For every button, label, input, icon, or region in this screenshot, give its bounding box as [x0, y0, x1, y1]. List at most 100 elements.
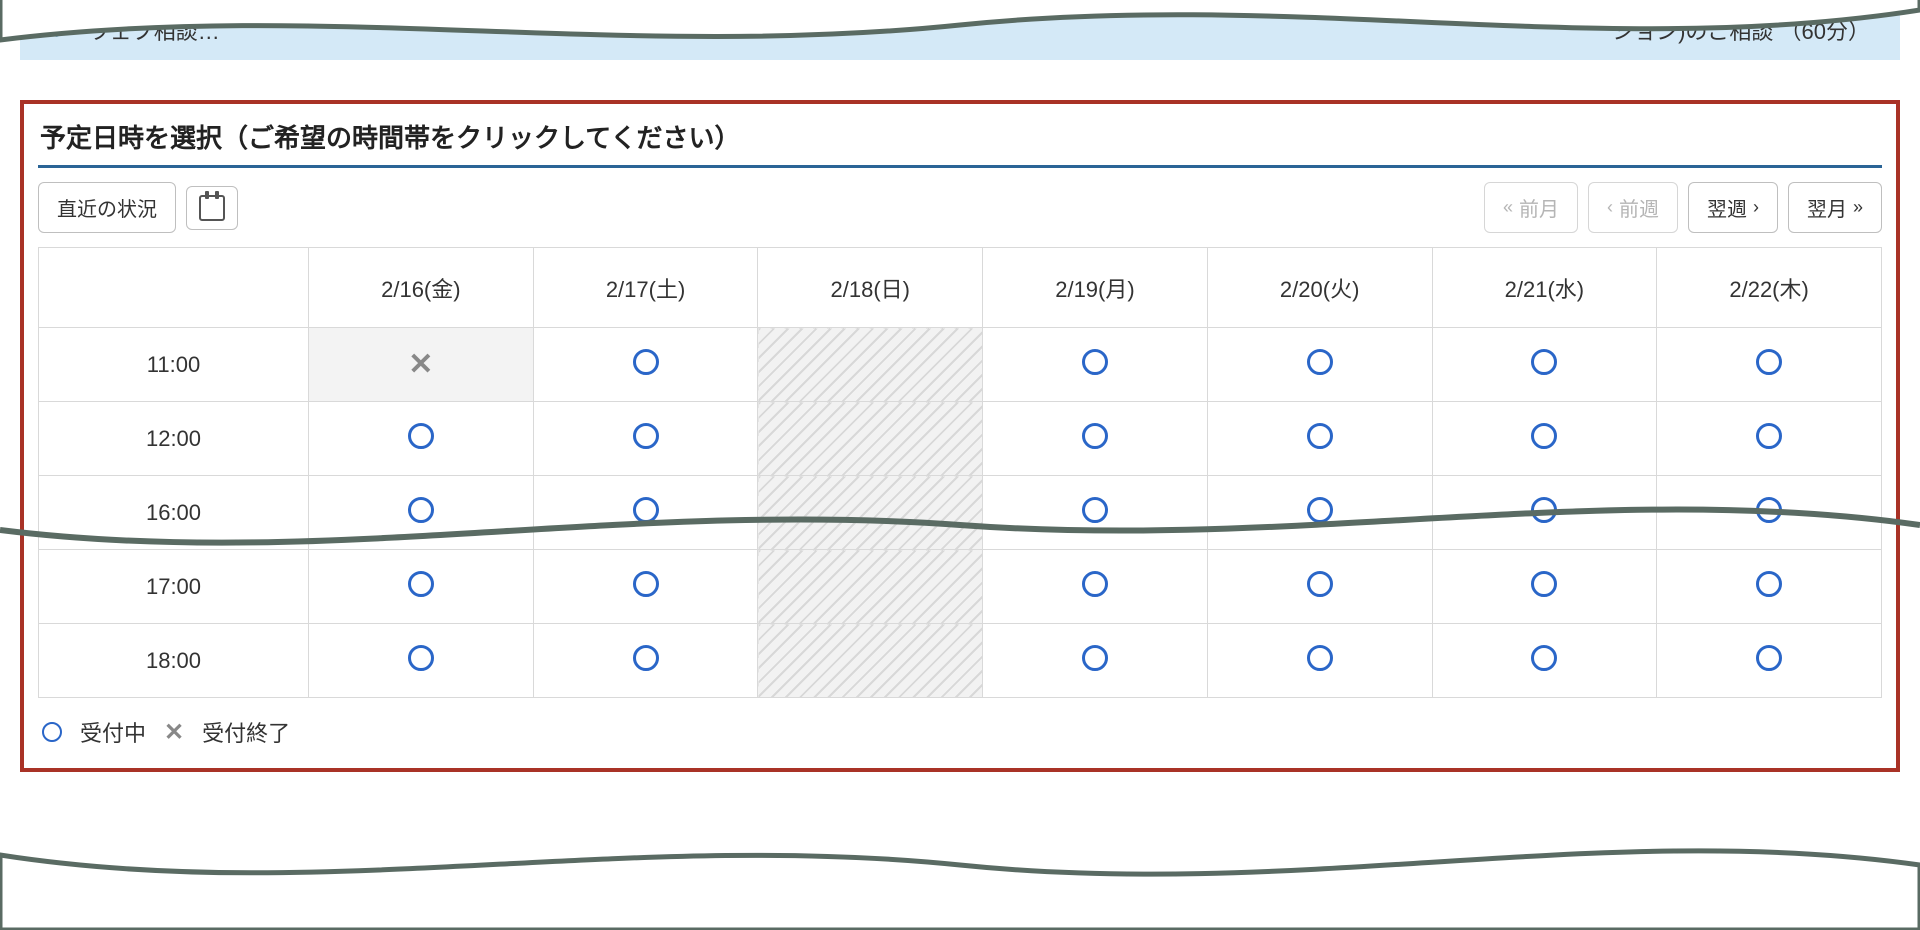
available-icon [1756, 497, 1782, 523]
schedule-panel: 予定日時を選択（ご希望の時間帯をクリックしてください） 直近の状況 « 前月 ‹… [20, 100, 1900, 772]
slot-available[interactable] [1207, 624, 1432, 698]
table-row: 17:00 [39, 550, 1882, 624]
legend-open-label: 受付中 [80, 716, 146, 748]
available-icon [1082, 497, 1108, 523]
slot-available[interactable] [1432, 402, 1657, 476]
slot-available[interactable] [1207, 550, 1432, 624]
table-row: 16:00 [39, 476, 1882, 550]
recent-status-label: 直近の状況 [57, 193, 157, 222]
slot-available[interactable] [1432, 550, 1657, 624]
table-row: 11:00✕ [39, 328, 1882, 402]
chevron-double-right-icon: » [1853, 197, 1863, 218]
available-icon [1307, 571, 1333, 597]
next-week-button[interactable]: 翌週 › [1688, 182, 1778, 233]
slot-available[interactable] [983, 550, 1208, 624]
wave-overlay-bottom [0, 810, 1920, 930]
slot-available[interactable] [1207, 328, 1432, 402]
legend-closed-label: 受付終了 [202, 716, 290, 748]
legend-closed-icon: ✕ [164, 718, 184, 747]
slot-available[interactable] [1207, 476, 1432, 550]
available-icon [1307, 349, 1333, 375]
legend: 受付中 ✕ 受付終了 [38, 698, 1882, 752]
available-icon [633, 645, 659, 671]
slot-available[interactable] [309, 476, 534, 550]
slot-blocked [758, 476, 983, 550]
slot-available[interactable] [533, 476, 758, 550]
slot-available[interactable] [309, 550, 534, 624]
closed-icon: ✕ [408, 348, 433, 381]
info-banner: ✔ ウェブ相談… ション)のご相談 （60分） [20, 0, 1900, 60]
slot-available[interactable] [1657, 476, 1882, 550]
slot-available[interactable] [309, 624, 534, 698]
slot-available[interactable] [533, 328, 758, 402]
next-month-button[interactable]: 翌月 » [1788, 182, 1882, 233]
available-icon [408, 571, 434, 597]
available-icon [1756, 423, 1782, 449]
chevron-left-icon: ‹ [1607, 197, 1613, 218]
slot-available[interactable] [1432, 476, 1657, 550]
available-icon [1756, 645, 1782, 671]
available-icon [1082, 423, 1108, 449]
slot-available[interactable] [1207, 402, 1432, 476]
available-icon [1082, 571, 1108, 597]
next-month-label: 翌月 [1807, 193, 1847, 222]
slot-available[interactable] [1432, 328, 1657, 402]
slot-available[interactable] [309, 402, 534, 476]
prev-week-button: ‹ 前週 [1588, 182, 1678, 233]
available-icon [1531, 645, 1557, 671]
prev-week-label: 前週 [1619, 193, 1659, 222]
time-cell: 16:00 [39, 476, 309, 550]
available-icon [408, 645, 434, 671]
available-icon [1756, 349, 1782, 375]
calendar-icon [199, 195, 225, 221]
available-icon [1531, 423, 1557, 449]
date-header: 2/22(木) [1657, 248, 1882, 328]
table-row: 18:00 [39, 624, 1882, 698]
slot-blocked [758, 624, 983, 698]
table-header-row: 2/16(金)2/17(土)2/18(日)2/19(月)2/20(火)2/21(… [39, 248, 1882, 328]
available-icon [408, 497, 434, 523]
slot-available[interactable] [983, 624, 1208, 698]
available-icon [633, 497, 659, 523]
slot-available[interactable] [983, 476, 1208, 550]
slot-available[interactable] [533, 550, 758, 624]
banner-left-text: ウェブ相談… [88, 14, 220, 46]
slot-available[interactable] [533, 402, 758, 476]
date-header: 2/16(金) [309, 248, 534, 328]
available-icon [1082, 645, 1108, 671]
slot-available[interactable] [1657, 550, 1882, 624]
available-icon [1307, 423, 1333, 449]
slot-closed: ✕ [309, 328, 534, 402]
recent-status-button[interactable]: 直近の状況 [38, 182, 176, 233]
time-cell: 12:00 [39, 402, 309, 476]
check-icon: ✔ [50, 15, 72, 46]
availability-table: 2/16(金)2/17(土)2/18(日)2/19(月)2/20(火)2/21(… [38, 247, 1882, 698]
available-icon [1531, 571, 1557, 597]
slot-available[interactable] [533, 624, 758, 698]
available-icon [633, 423, 659, 449]
chevron-right-icon: › [1753, 197, 1759, 218]
date-header: 2/19(月) [983, 248, 1208, 328]
date-header: 2/21(水) [1432, 248, 1657, 328]
table-row: 12:00 [39, 402, 1882, 476]
available-icon [1531, 497, 1557, 523]
slot-blocked [758, 550, 983, 624]
slot-available[interactable] [1657, 402, 1882, 476]
slot-available[interactable] [1432, 624, 1657, 698]
next-week-label: 翌週 [1707, 193, 1747, 222]
date-header: 2/17(土) [533, 248, 758, 328]
calendar-picker-button[interactable] [186, 186, 238, 230]
prev-month-label: 前月 [1519, 193, 1559, 222]
slot-available[interactable] [983, 328, 1208, 402]
available-icon [1756, 571, 1782, 597]
slot-available[interactable] [1657, 624, 1882, 698]
slot-available[interactable] [1657, 328, 1882, 402]
slot-available[interactable] [983, 402, 1208, 476]
banner-right-text: ション)のご相談 （60分） [1612, 14, 1870, 46]
available-icon [633, 349, 659, 375]
available-icon [633, 571, 659, 597]
time-cell: 17:00 [39, 550, 309, 624]
date-header: 2/18(日) [758, 248, 983, 328]
title-divider [38, 165, 1882, 168]
chevron-double-left-icon: « [1503, 197, 1513, 218]
